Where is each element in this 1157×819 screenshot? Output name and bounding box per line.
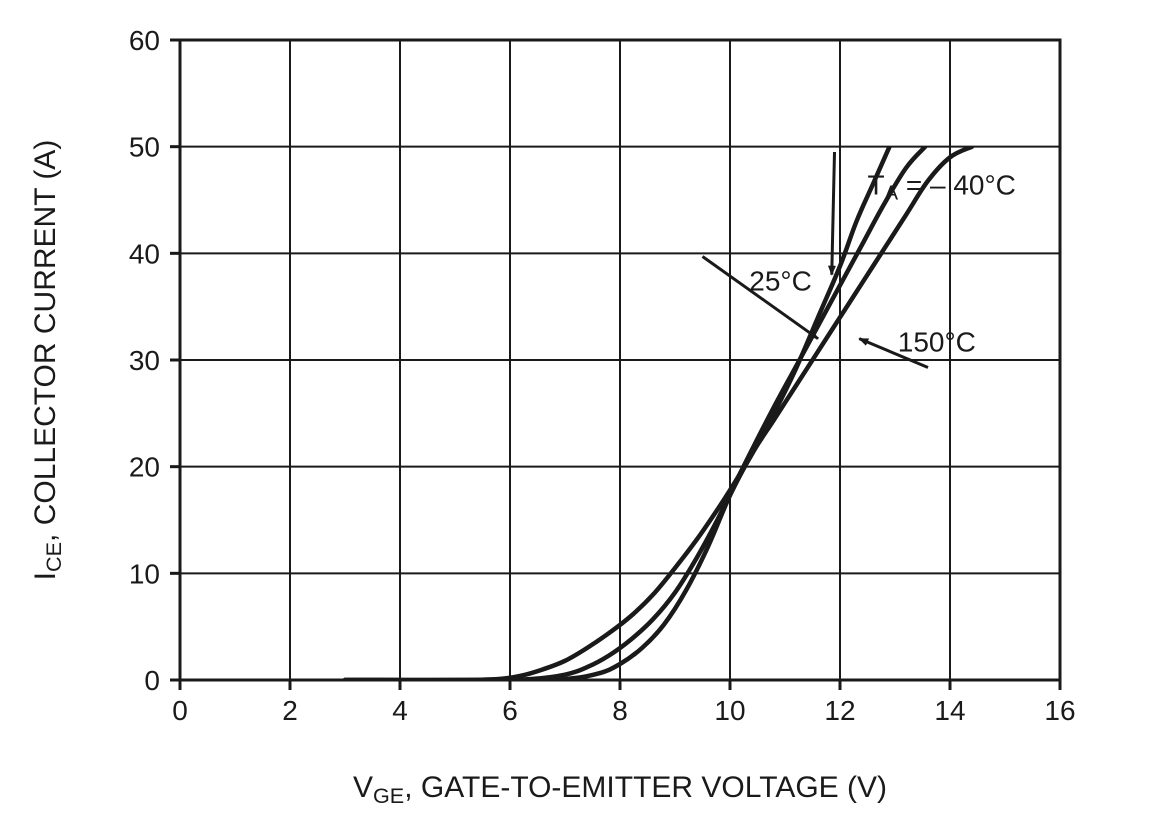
igbt-transfer-chart: 0 2 4 6 8 10 12 14 16 0 10 20 30 40 50 60 VGE, GATE-TO-E…	[0, 0, 1157, 819]
xtick-label: 10	[714, 695, 745, 726]
ytick-label: 40	[129, 238, 160, 269]
xtick-label: 16	[1044, 695, 1075, 726]
xtick-label: 2	[282, 695, 298, 726]
ytick-label: 20	[129, 452, 160, 483]
label-25: 25°C	[749, 266, 812, 297]
xtick-label: 4	[392, 695, 408, 726]
y-axis-label: ICE, COLLECTOR CURRENT (A)	[29, 140, 66, 581]
ytick-label: 10	[129, 558, 160, 589]
ytick-label: 30	[129, 345, 160, 376]
xtick-label: 0	[172, 695, 188, 726]
chart-container: 0 2 4 6 8 10 12 14 16 0 10 20 30 40 50 60 VGE, GATE-TO-E…	[0, 0, 1157, 819]
xtick-label: 6	[502, 695, 518, 726]
xtick-label: 12	[824, 695, 855, 726]
xtick-label: 14	[934, 695, 965, 726]
ytick-label: 0	[144, 665, 160, 696]
xtick-label: 8	[612, 695, 628, 726]
ytick-label: 50	[129, 132, 160, 163]
x-axis-label: VGE, GATE-TO-EMITTER VOLTAGE (V)	[353, 771, 887, 808]
label-150: 150°C	[898, 326, 976, 357]
ytick-label: 60	[129, 25, 160, 56]
